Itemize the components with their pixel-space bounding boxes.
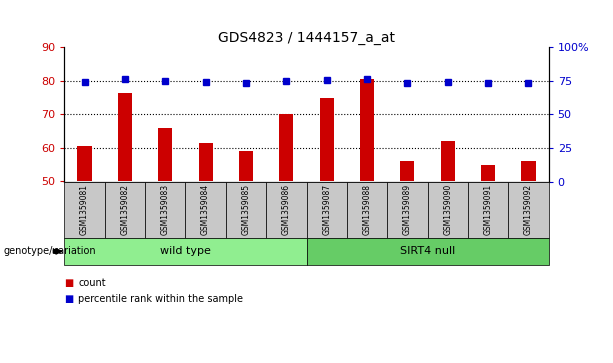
Text: GSM1359090: GSM1359090 bbox=[443, 184, 452, 235]
Bar bbox=[158, 128, 172, 182]
Text: GSM1359081: GSM1359081 bbox=[80, 184, 89, 235]
Text: GSM1359086: GSM1359086 bbox=[282, 184, 291, 235]
Bar bbox=[199, 143, 213, 182]
Text: GSM1359083: GSM1359083 bbox=[161, 184, 170, 235]
Bar bbox=[400, 161, 414, 182]
Text: GSM1359084: GSM1359084 bbox=[201, 184, 210, 235]
Bar bbox=[441, 141, 455, 182]
Text: GSM1359092: GSM1359092 bbox=[524, 184, 533, 235]
Text: GSM1359087: GSM1359087 bbox=[322, 184, 331, 235]
Bar bbox=[239, 151, 253, 182]
Text: GSM1359088: GSM1359088 bbox=[362, 184, 371, 235]
Title: GDS4823 / 1444157_a_at: GDS4823 / 1444157_a_at bbox=[218, 31, 395, 45]
Text: GSM1359089: GSM1359089 bbox=[403, 184, 412, 235]
Bar bbox=[360, 79, 374, 182]
Bar bbox=[319, 98, 333, 182]
Bar bbox=[118, 93, 132, 182]
Text: genotype/variation: genotype/variation bbox=[3, 246, 96, 256]
Bar bbox=[280, 114, 294, 182]
Text: GSM1359085: GSM1359085 bbox=[242, 184, 251, 235]
Text: GSM1359082: GSM1359082 bbox=[120, 184, 129, 235]
Bar bbox=[481, 165, 495, 182]
Bar bbox=[522, 161, 536, 182]
Text: percentile rank within the sample: percentile rank within the sample bbox=[78, 294, 243, 305]
Bar bbox=[77, 146, 91, 182]
Text: wild type: wild type bbox=[160, 246, 211, 256]
Text: SIRT4 null: SIRT4 null bbox=[400, 246, 455, 256]
Text: ■: ■ bbox=[64, 294, 74, 305]
Text: ■: ■ bbox=[64, 278, 74, 288]
Text: count: count bbox=[78, 278, 106, 288]
Text: GSM1359091: GSM1359091 bbox=[484, 184, 493, 235]
